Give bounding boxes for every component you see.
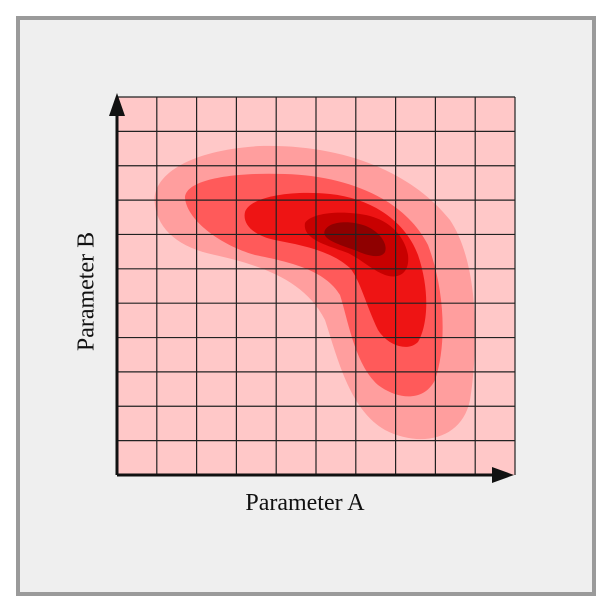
probability-contours — [154, 145, 476, 440]
y-axis-arrowhead — [109, 93, 125, 116]
x-axis-label: Parameter A — [245, 490, 365, 516]
grid-lines — [117, 96, 516, 475]
contour-level-5 — [324, 222, 386, 257]
x-axis-arrowhead — [492, 467, 514, 483]
y-axis-label: Parameter B — [73, 231, 100, 352]
axes — [109, 93, 514, 483]
